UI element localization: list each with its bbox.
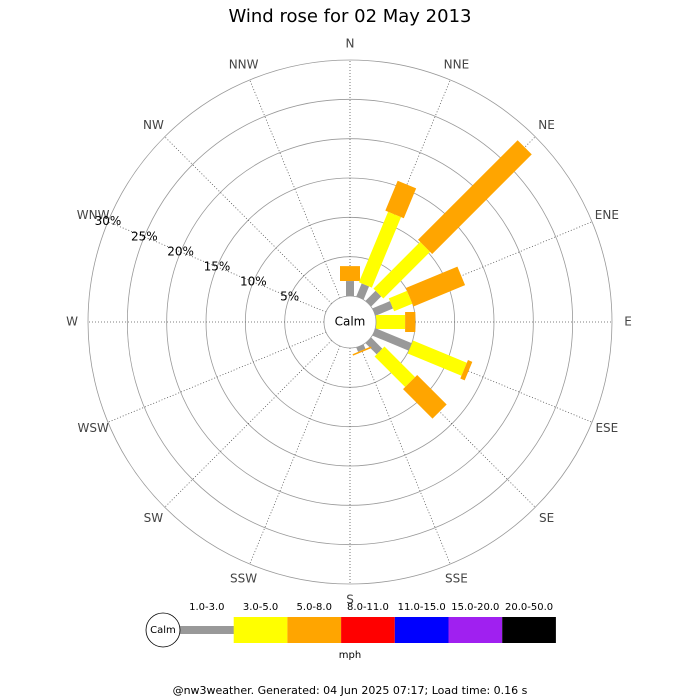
direction-label: NNW — [229, 58, 259, 72]
legend-label: 11.0-15.0 — [398, 602, 446, 613]
legend-calm-label: Calm — [150, 625, 176, 636]
direction-label: ENE — [595, 208, 619, 222]
direction-label: SW — [144, 511, 164, 525]
legend-calm-circle — [145, 612, 181, 648]
legend-swatch — [448, 617, 503, 643]
legend-swatch — [233, 617, 288, 643]
direction-label: SSE — [445, 571, 468, 585]
direction-label: N — [346, 37, 355, 51]
calm-circle — [323, 295, 377, 349]
bar-segment — [356, 283, 370, 300]
bar-segment — [405, 266, 466, 307]
direction-label: NNE — [444, 58, 470, 72]
grid-ring — [166, 138, 534, 506]
legend-swatch — [502, 617, 556, 643]
direction-label: WSW — [77, 421, 108, 435]
legend-label: 3.0-5.0 — [243, 602, 278, 613]
legend-swatch — [287, 617, 342, 643]
legend-label: 5.0-8.0 — [297, 602, 332, 613]
bar-segment — [340, 266, 360, 282]
spoke — [107, 221, 327, 313]
bar-segment — [403, 375, 447, 419]
direction-label: W — [66, 315, 78, 329]
direction-label: NE — [538, 118, 555, 132]
bar-segment — [374, 346, 416, 388]
bar-segment — [365, 290, 382, 307]
spoke — [164, 340, 332, 508]
spoke — [249, 79, 341, 299]
legend-label: 20.0-50.0 — [505, 602, 553, 613]
bar-segment — [356, 344, 366, 352]
bar-segment — [418, 140, 532, 254]
bar-segment — [460, 360, 473, 381]
legend-label: 15.0-20.0 — [451, 602, 499, 613]
unit-label: mph — [339, 650, 361, 661]
bar-segment — [352, 346, 372, 356]
bar-segment — [346, 281, 354, 296]
bar-segment — [385, 180, 417, 219]
direction-label: E — [624, 315, 632, 329]
direction-label: SE — [539, 511, 554, 525]
spoke — [107, 331, 327, 423]
bar-segment — [373, 241, 431, 299]
direction-label: WNW — [77, 208, 110, 222]
spoke — [359, 345, 451, 565]
bar-segment — [376, 315, 406, 329]
bar-segment — [395, 180, 418, 190]
spoke — [249, 345, 341, 565]
direction-label: ESE — [595, 421, 618, 435]
chart-title: Wind rose for 02 May 2013 — [229, 6, 472, 27]
legend-swatch — [394, 617, 449, 643]
r-tick-label: 25% — [131, 229, 158, 243]
r-tick-label: 30% — [95, 214, 122, 228]
r-tick-label: 5% — [280, 289, 299, 303]
legend-label: 8.0-11.0 — [347, 602, 389, 613]
bar-segment — [407, 340, 467, 376]
r-tick-label: 10% — [240, 274, 267, 288]
r-tick-label: 15% — [204, 259, 231, 273]
legend-swatch — [341, 617, 395, 643]
bar-segment — [372, 328, 412, 351]
legend-label: 1.0-3.0 — [189, 602, 224, 613]
grid-ring — [126, 98, 574, 546]
calm-label: Calm — [335, 315, 366, 329]
bar-segment — [388, 290, 413, 312]
footer: @nw3weather. Generated: 04 Jun 2025 07:1… — [173, 684, 528, 697]
direction-label: SSW — [230, 571, 257, 585]
direction-label: NW — [143, 118, 164, 132]
grid-ring — [87, 59, 613, 585]
r-tick-label: 20% — [167, 244, 194, 258]
bar-segment — [372, 301, 393, 316]
direction-label: S — [346, 593, 354, 607]
spoke — [164, 136, 332, 304]
bar-segment — [405, 312, 416, 332]
bar-segment — [365, 337, 383, 355]
bar-segment — [358, 211, 402, 288]
